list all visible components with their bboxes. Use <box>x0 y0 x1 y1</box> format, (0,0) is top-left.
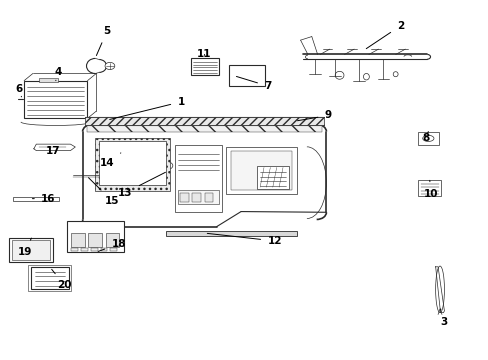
Text: 1: 1 <box>109 97 184 120</box>
Bar <box>417 132 438 145</box>
Text: 18: 18 <box>98 239 126 252</box>
Text: 11: 11 <box>197 49 211 59</box>
Bar <box>12 240 50 260</box>
Text: 8: 8 <box>422 132 428 143</box>
Text: 9: 9 <box>297 111 331 121</box>
Bar <box>13 197 59 201</box>
Circle shape <box>163 162 172 169</box>
Ellipse shape <box>422 135 433 141</box>
Text: 12: 12 <box>207 233 282 246</box>
Bar <box>24 81 87 118</box>
Bar <box>81 248 88 251</box>
Bar <box>204 193 213 202</box>
Bar <box>101 248 107 251</box>
Bar <box>31 267 69 289</box>
Bar <box>9 238 53 262</box>
Bar <box>192 193 201 202</box>
Bar <box>177 190 219 204</box>
Bar <box>180 193 188 202</box>
Bar <box>85 117 324 125</box>
Bar <box>99 141 166 185</box>
Circle shape <box>102 156 124 172</box>
Bar <box>71 233 85 247</box>
Circle shape <box>152 163 163 172</box>
Bar <box>71 248 78 251</box>
Circle shape <box>110 247 114 249</box>
Bar <box>88 233 102 247</box>
Text: 19: 19 <box>18 238 32 257</box>
Bar <box>417 180 441 196</box>
Bar <box>231 150 292 190</box>
Bar <box>257 166 288 189</box>
Text: 13: 13 <box>118 172 165 198</box>
Bar <box>91 248 98 251</box>
Bar <box>95 138 170 191</box>
Bar <box>175 145 221 212</box>
Text: 16: 16 <box>32 194 56 204</box>
Bar <box>105 233 119 247</box>
Text: 14: 14 <box>100 153 121 168</box>
Text: 10: 10 <box>423 180 437 199</box>
Text: 6: 6 <box>16 84 23 97</box>
Bar <box>110 248 117 251</box>
Bar <box>28 265 71 291</box>
Bar <box>190 58 219 75</box>
Text: 2: 2 <box>366 21 404 49</box>
Bar <box>39 78 58 82</box>
Circle shape <box>105 62 115 69</box>
Text: 4: 4 <box>55 67 62 81</box>
Text: 7: 7 <box>236 76 271 91</box>
Bar <box>67 221 123 252</box>
Bar <box>87 125 321 132</box>
Text: 20: 20 <box>52 269 71 290</box>
Text: 5: 5 <box>96 26 110 55</box>
Bar <box>228 65 265 86</box>
Text: 17: 17 <box>46 145 61 156</box>
Text: 15: 15 <box>88 177 119 206</box>
Bar <box>165 230 297 235</box>
Circle shape <box>76 247 80 249</box>
Circle shape <box>130 156 152 172</box>
Text: 3: 3 <box>439 309 446 327</box>
Bar <box>226 147 297 194</box>
Circle shape <box>93 247 97 249</box>
